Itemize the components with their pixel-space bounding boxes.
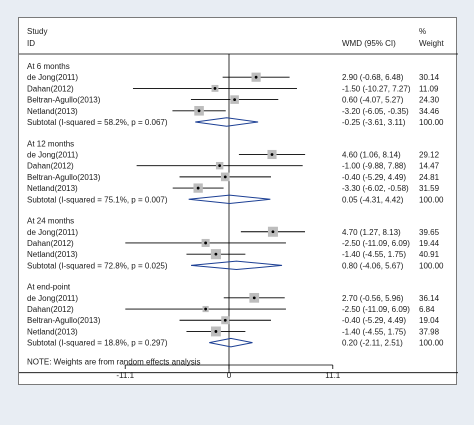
subtotal-label: Subtotal (I-squared = 18.8%, p = 0.297) (27, 339, 168, 348)
effect-ci-text: -1.50 (-10.27, 7.27) (342, 84, 411, 93)
effect-ci-text: 4.60 (1.06, 8.14) (342, 150, 401, 159)
point-estimate (233, 98, 237, 101)
x-tick-label: -11.1 (116, 371, 134, 380)
point-estimate (214, 252, 218, 256)
point-estimate (204, 307, 208, 311)
study-label: Beltran-Agullo(2013) (27, 316, 101, 325)
study-label: Dahan(2012) (27, 305, 74, 314)
effect-ci-text: 0.60 (-4.07, 5.27) (342, 96, 404, 105)
subtotal-weight-text: 100.00 (419, 118, 444, 127)
effect-ci-text: -2.50 (-11.09, 6.09) (342, 239, 410, 248)
effect-ci-text: -0.40 (-5.29, 4.49) (342, 173, 406, 182)
point-estimate (213, 87, 217, 90)
effect-ci-text: 4.70 (1.27, 8.13) (342, 228, 401, 237)
study-label: Dahan(2012) (27, 162, 74, 171)
header-study: Study (27, 27, 47, 36)
point-estimate (223, 318, 227, 322)
study-label: Netland(2013) (27, 250, 78, 259)
header-id: ID (27, 39, 35, 48)
effect-ci-text: 2.90 (-0.68, 6.48) (342, 73, 404, 82)
group-title: At end-point (27, 283, 71, 292)
forest-plot-panel: Study ID WMD (95% CI)% Weight At 6 months At … (18, 17, 458, 385)
subtotal-label: Subtotal (I-squared = 75.1%, p = 0.007) (27, 195, 168, 204)
subtotal-effect-text: 0.80 (-4.06, 5.67) (342, 261, 404, 270)
weight-text: 30.14 (419, 73, 440, 82)
subtotal-diamond (188, 194, 271, 204)
point-estimate (214, 330, 218, 333)
effect-ci-text: 2.70 (-0.56, 5.96) (342, 294, 404, 303)
study-label: Dahan(2012) (27, 84, 74, 93)
group-title: At 24 months (27, 217, 74, 226)
footnote: NOTE: Weights are from random effects an… (27, 358, 201, 367)
subtotal-label: Subtotal (I-squared = 58.2%, p = 0.067) (27, 118, 168, 127)
weight-text: 36.14 (419, 294, 440, 303)
weight-text: 31.59 (419, 184, 440, 193)
weight-text: 24.81 (419, 173, 440, 182)
point-estimate (223, 175, 227, 179)
group-title: At 12 months (27, 139, 74, 148)
header-percent: % (419, 27, 426, 36)
subtotal-weight-text: 100.00 (419, 195, 444, 204)
forest-plot: Study ID WMD (95% CI)% Weight At 6 months At … (19, 27, 458, 380)
subtotal-diamond (209, 337, 253, 348)
point-estimate (218, 164, 222, 168)
point-estimate (271, 230, 275, 234)
point-estimate (252, 296, 256, 300)
subtotal-effect-text: 0.05 (-4.31, 4.42) (342, 195, 404, 204)
subtotal-diamond (195, 117, 259, 127)
effect-ci-text: -0.40 (-5.29, 4.49) (342, 316, 406, 325)
point-estimate (196, 186, 200, 190)
weight-text: 6.84 (419, 305, 435, 314)
subtotal-effect-text: 0.20 (-2.11, 2.51) (342, 339, 403, 348)
study-label: de Jong(2011) (27, 73, 78, 82)
weight-text: 29.12 (419, 150, 440, 159)
weight-text: 34.46 (419, 107, 440, 116)
point-estimate (270, 153, 274, 156)
header-effect: WMD (95% CI) (342, 39, 396, 48)
weight-text: 19.04 (419, 316, 440, 325)
effect-ci-text: -1.40 (-4.55, 1.75) (342, 327, 406, 336)
subtotal-weight-text: 100.00 (419, 339, 444, 348)
point-estimate (254, 75, 258, 79)
weight-text: 39.65 (419, 228, 440, 237)
subtotal-diamond (190, 260, 283, 271)
study-label: Beltran-Agullo(2013) (27, 96, 101, 105)
weight-text: 19.44 (419, 239, 440, 248)
weight-text: 37.98 (419, 327, 440, 336)
study-label: de Jong(2011) (27, 150, 78, 159)
x-tick-label: 11.1 (325, 371, 341, 380)
effect-ci-text: -2.50 (-11.09, 6.09) (342, 305, 410, 314)
effect-ci-text: -3.20 (-6.05, -0.35) (342, 107, 409, 116)
weight-text: 40.91 (419, 250, 440, 259)
subtotal-effect-text: -0.25 (-3.61, 3.11) (342, 118, 406, 127)
subtotal-weight-text: 100.00 (419, 261, 444, 270)
effect-ci-text: -1.40 (-4.55, 1.75) (342, 250, 406, 259)
point-estimate (197, 109, 201, 113)
study-label: de Jong(2011) (27, 228, 78, 237)
study-label: Beltran-Agullo(2013) (27, 173, 101, 182)
weight-text: 14.47 (419, 162, 440, 171)
point-estimate (204, 241, 208, 245)
study-label: Netland(2013) (27, 184, 78, 193)
group-title: At 6 months (27, 62, 70, 71)
weight-text: 24.30 (419, 96, 440, 105)
effect-ci-text: -3.30 (-6.02, -0.58) (342, 184, 409, 193)
x-tick-label: 0 (227, 371, 232, 380)
effect-ci-text: -1.00 (-9.88, 7.88) (342, 162, 406, 171)
study-label: Netland(2013) (27, 327, 78, 336)
header-weight: Weight (419, 39, 445, 48)
subtotal-label: Subtotal (I-squared = 72.8%, p = 0.025) (27, 261, 168, 270)
study-label: Dahan(2012) (27, 239, 74, 248)
study-label: de Jong(2011) (27, 294, 78, 303)
study-label: Netland(2013) (27, 107, 78, 116)
weight-text: 11.09 (419, 84, 439, 93)
